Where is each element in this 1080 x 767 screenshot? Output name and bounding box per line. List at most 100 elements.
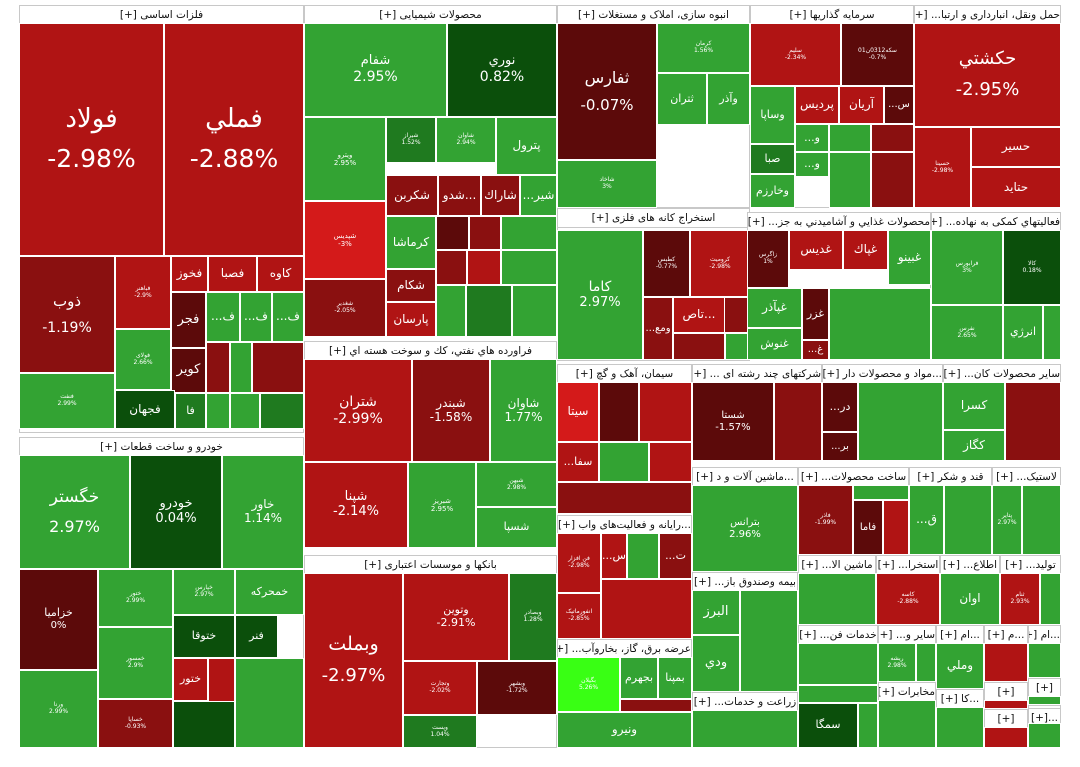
- stock-cell[interactable]: ذوب -1.19%: [19, 256, 115, 373]
- stock-cell[interactable]: سيتا: [557, 382, 599, 442]
- stock-cell[interactable]: صبا: [750, 144, 795, 174]
- minor-stock-cell[interactable]: [984, 700, 1028, 709]
- minor-stock-cell[interactable]: [1028, 696, 1061, 705]
- stock-cell[interactable]: غپآذر: [747, 288, 802, 328]
- minor-stock-cell[interactable]: [936, 707, 984, 748]
- stock-cell[interactable]: شاخاد 3%: [557, 160, 657, 208]
- stock-cell[interactable]: خودرو 0.04%: [130, 455, 222, 569]
- stock-cell[interactable]: وبصادر 1.28%: [509, 573, 557, 661]
- minor-stock-cell[interactable]: [557, 482, 692, 514]
- stock-cell[interactable]: بگيلان 5.26%: [557, 657, 620, 712]
- minor-stock-cell[interactable]: [984, 643, 1028, 682]
- stock-cell[interactable]: ...س: [884, 86, 914, 124]
- stock-cell[interactable]: ويترو 2.95%: [304, 117, 386, 201]
- stock-cell[interactable]: خپارس 2.97%: [173, 569, 235, 615]
- stock-cell[interactable]: سمگا: [798, 703, 858, 748]
- stock-cell[interactable]: ...ف: [240, 292, 272, 342]
- sector-title[interactable]: انبوه سازی، املاک و مستغلات [+]: [558, 6, 749, 25]
- stock-cell[interactable]: فرابورس 3%: [931, 230, 1003, 305]
- stock-cell[interactable]: ...شير: [520, 175, 557, 216]
- stock-cell[interactable]: شاوان 2.94%: [436, 117, 496, 163]
- stock-cell[interactable]: ...ف: [206, 292, 240, 342]
- stock-cell[interactable]: ونيرو: [557, 712, 692, 748]
- minor-stock-cell[interactable]: [798, 573, 876, 625]
- minor-stock-cell[interactable]: [829, 152, 871, 208]
- stock-cell[interactable]: ...ق: [909, 485, 944, 555]
- sector-title[interactable]: عرضه برق، گاز، بخاروآب... [+]: [558, 640, 691, 659]
- minor-stock-cell[interactable]: [858, 703, 878, 748]
- stock-cell[interactable]: سلیم -2.34%: [750, 23, 841, 86]
- stock-cell[interactable]: شستا -1.57%: [692, 382, 774, 461]
- stock-cell[interactable]: ...ومع: [643, 297, 673, 360]
- stock-cell[interactable]: غنوش: [747, 328, 802, 360]
- stock-cell[interactable]: فولای 2.66%: [115, 329, 171, 390]
- stock-cell[interactable]: ختور: [173, 658, 208, 701]
- minor-stock-cell[interactable]: [512, 285, 557, 337]
- minor-stock-cell[interactable]: [1022, 485, 1061, 555]
- stock-cell[interactable]: بمپنا: [658, 657, 692, 699]
- stock-cell[interactable]: شپديس -3%: [304, 201, 386, 279]
- sector-title[interactable]: ...ام [+]: [937, 626, 983, 645]
- sector-title[interactable]: سایر محصولات کان... [+]: [944, 365, 1060, 384]
- stock-cell[interactable]: ...در: [822, 382, 858, 432]
- stock-cell[interactable]: فجر: [171, 292, 206, 348]
- minor-stock-cell[interactable]: [206, 393, 230, 429]
- stock-cell[interactable]: شسپا: [476, 507, 557, 548]
- stock-cell[interactable]: فاذر -1.99%: [798, 485, 853, 555]
- stock-cell[interactable]: فن افزار -2.98%: [557, 533, 601, 593]
- stock-cell[interactable]: فباهنر -2.9%: [115, 256, 171, 329]
- stock-cell[interactable]: شاوان 1.77%: [490, 359, 557, 462]
- sector-title[interactable]: قند و شکر [+]: [910, 468, 991, 487]
- stock-cell[interactable]: ...و: [795, 152, 829, 177]
- minor-stock-cell[interactable]: [235, 658, 304, 748]
- stock-cell[interactable]: خمسور 2.9%: [98, 627, 173, 699]
- stock-cell[interactable]: کسرا: [943, 382, 1005, 430]
- minor-stock-cell[interactable]: [798, 643, 878, 685]
- sector-title[interactable]: بيمه وصندوق باز... [+]: [693, 573, 797, 592]
- stock-cell[interactable]: فصبا: [208, 256, 257, 292]
- minor-stock-cell[interactable]: [740, 590, 798, 692]
- stock-cell[interactable]: البرز: [692, 590, 740, 635]
- stock-cell[interactable]: شبندر -1.58%: [412, 359, 490, 462]
- sector-title[interactable]: محصولات شیمیایی [+]: [305, 6, 556, 25]
- stock-cell[interactable]: وپست 1.04%: [403, 715, 477, 748]
- stock-cell[interactable]: بترانس 2.96%: [692, 485, 798, 572]
- minor-stock-cell[interactable]: [436, 250, 467, 285]
- stock-cell[interactable]: شپنا -2.14%: [304, 462, 408, 548]
- stock-cell[interactable]: خزاميا 0%: [19, 569, 98, 670]
- minor-stock-cell[interactable]: [858, 382, 943, 461]
- sector-title[interactable]: استخراج کانه های فلزی [+]: [558, 209, 749, 228]
- stock-cell[interactable]: فاما: [853, 500, 883, 555]
- stock-cell[interactable]: پرديس: [795, 86, 839, 124]
- stock-cell[interactable]: فجهان: [115, 390, 175, 429]
- stock-cell[interactable]: ختور 2.99%: [98, 569, 173, 627]
- stock-cell[interactable]: ثتران: [657, 73, 707, 125]
- stock-cell[interactable]: ...ت: [659, 533, 692, 579]
- stock-cell[interactable]: نفرس 2.65%: [931, 305, 1003, 360]
- stock-cell[interactable]: ...بر: [822, 432, 858, 461]
- stock-cell[interactable]: شفام 2.95%: [304, 23, 447, 117]
- stock-cell[interactable]: غبينو: [888, 230, 931, 285]
- stock-cell[interactable]: كالا 0.18%: [1003, 230, 1061, 305]
- minor-stock-cell[interactable]: [627, 533, 659, 579]
- minor-stock-cell[interactable]: [1043, 305, 1061, 360]
- stock-cell[interactable]: شکام: [386, 269, 436, 302]
- stock-cell[interactable]: ودي: [692, 635, 740, 692]
- stock-cell[interactable]: بجهرم: [620, 657, 658, 699]
- stock-cell[interactable]: کرمان 1.56%: [657, 23, 750, 73]
- stock-cell[interactable]: حسير: [971, 127, 1061, 167]
- sector-title[interactable]: ...كا [+]: [937, 690, 983, 709]
- minor-stock-cell[interactable]: [601, 579, 692, 639]
- stock-cell[interactable]: ...ف: [272, 292, 304, 342]
- minor-stock-cell[interactable]: [252, 342, 304, 393]
- stock-cell[interactable]: ريشه 2.98%: [878, 643, 916, 682]
- sector-title[interactable]: ...ماشين آلات و د [+]: [693, 468, 797, 487]
- stock-cell[interactable]: وساپا: [750, 86, 795, 144]
- minor-stock-cell[interactable]: [230, 393, 260, 429]
- stock-cell[interactable]: زاگرس 1%: [747, 230, 789, 288]
- stock-cell[interactable]: وملي: [936, 643, 984, 689]
- stock-cell[interactable]: فنفت 2.99%: [19, 373, 115, 429]
- stock-cell[interactable]: انرژي: [1003, 305, 1043, 360]
- minor-stock-cell[interactable]: [774, 382, 822, 461]
- sector-title[interactable]: حمل ونقل، انبارداری و ارتبا... [+]: [915, 6, 1060, 25]
